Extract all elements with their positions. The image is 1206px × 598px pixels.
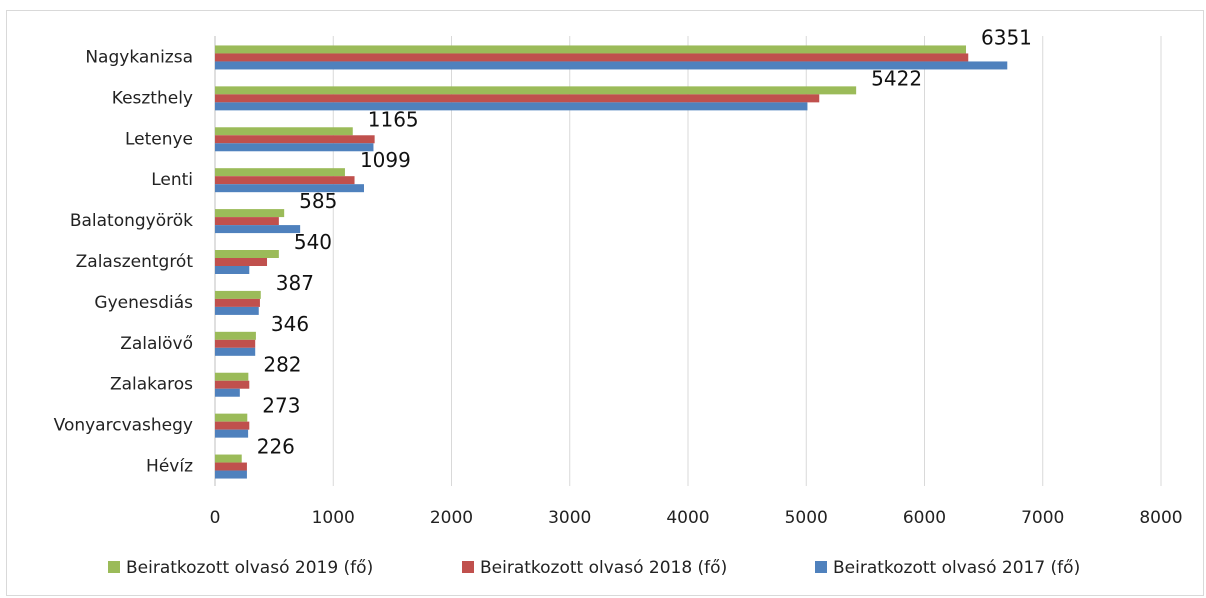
- bar: [215, 86, 857, 95]
- legend-swatch: [815, 561, 827, 573]
- bar: [215, 421, 250, 430]
- category-label: Hévíz: [146, 457, 193, 477]
- data-label: 1165: [368, 107, 419, 131]
- data-label: 346: [271, 312, 309, 336]
- x-tick-label: 7000: [1021, 508, 1064, 528]
- legend: Beiratkozott olvasó 2019 (fő) Beiratkozot…: [108, 558, 1080, 578]
- bar: [215, 225, 301, 234]
- bar: [215, 454, 242, 463]
- category-label: Lenti: [151, 170, 193, 190]
- data-label: 5422: [871, 66, 922, 90]
- data-label: 282: [263, 353, 301, 377]
- legend-swatch: [108, 561, 120, 573]
- bar: [215, 168, 345, 177]
- bar: [215, 250, 279, 258]
- x-tick-label: 8000: [1139, 508, 1182, 528]
- bars: [215, 45, 1008, 479]
- x-tick-label: 2000: [430, 508, 473, 528]
- x-tick-label: 0: [210, 508, 221, 528]
- legend-label: Beiratkozott olvasó 2018 (fő): [480, 558, 727, 578]
- bar: [215, 306, 259, 315]
- bar: [215, 266, 250, 274]
- bar: [215, 429, 249, 438]
- legend-swatch: [462, 561, 474, 573]
- bar: [215, 135, 375, 144]
- x-tick-label: 6000: [903, 508, 946, 528]
- bar: [215, 45, 967, 54]
- bar: [215, 413, 248, 422]
- bar: [215, 217, 279, 226]
- data-label: 226: [257, 435, 295, 459]
- bar: [215, 331, 256, 340]
- bar: [215, 143, 374, 152]
- bar: [215, 347, 256, 356]
- bar: [215, 462, 247, 471]
- bar: [215, 209, 285, 218]
- labels: 0 1000 2000 3000 4000 5000 6000 7000 8000 Nagykan…: [54, 25, 1183, 528]
- bar: [215, 290, 261, 299]
- category-label: Letenye: [125, 129, 193, 149]
- bar: [215, 184, 364, 193]
- x-tick-label: 1000: [312, 508, 355, 528]
- bar: [215, 61, 1008, 70]
- bar: [215, 127, 353, 136]
- bar: [215, 94, 820, 103]
- category-label: Balatongyörök: [70, 211, 193, 231]
- x-tick-label: 5000: [785, 508, 828, 528]
- x-tick-label: 3000: [548, 508, 591, 528]
- bar: [215, 470, 247, 479]
- category-label: Zalalövő: [120, 334, 193, 354]
- bar: [215, 258, 268, 266]
- category-label: Gyenesdiás: [94, 293, 193, 313]
- category-label: Zalakaros: [110, 375, 193, 395]
- bar: [215, 176, 355, 185]
- data-label: 273: [262, 394, 300, 418]
- category-label: Zalaszentgrót: [76, 252, 194, 272]
- legend-label: Beiratkozott olvasó 2017 (fő): [833, 558, 1080, 578]
- bar: [215, 380, 250, 389]
- bar: [215, 339, 256, 348]
- bar: [215, 53, 969, 62]
- data-label: 540: [294, 230, 332, 254]
- data-label: 1099: [360, 148, 411, 172]
- data-label: 585: [299, 189, 337, 213]
- data-label: 387: [276, 271, 314, 295]
- bar: [215, 372, 249, 381]
- category-label: Nagykanizsa: [85, 47, 193, 67]
- bar: [215, 298, 260, 307]
- category-label: Vonyarcvashegy: [54, 416, 193, 436]
- bar: [215, 388, 240, 397]
- bar: [215, 102, 808, 111]
- legend-label: Beiratkozott olvasó 2019 (fő): [126, 558, 373, 578]
- data-label: 6351: [981, 25, 1032, 49]
- x-tick-label: 4000: [666, 508, 709, 528]
- category-label: Keszthely: [112, 88, 193, 108]
